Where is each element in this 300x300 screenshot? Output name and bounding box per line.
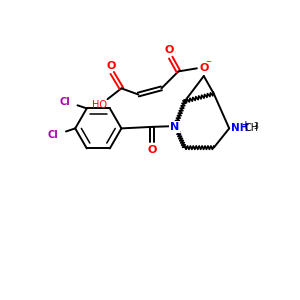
Text: CH: CH [244, 123, 259, 134]
Text: HO: HO [92, 100, 107, 110]
Text: O: O [164, 45, 174, 55]
Text: O: O [107, 61, 116, 70]
Text: +: + [242, 120, 249, 129]
Text: 3: 3 [254, 122, 259, 131]
Text: Cl: Cl [47, 130, 58, 140]
Text: ⁻: ⁻ [205, 59, 211, 70]
Text: O: O [199, 63, 208, 73]
Text: O: O [148, 145, 157, 155]
Text: Cl: Cl [59, 97, 70, 107]
Text: NH: NH [231, 123, 248, 134]
Text: N: N [170, 122, 179, 132]
